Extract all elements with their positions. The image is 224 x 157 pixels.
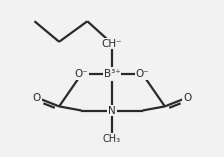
Text: O: O [183, 93, 191, 103]
Text: N: N [108, 106, 116, 116]
Text: O⁻: O⁻ [75, 69, 88, 79]
Text: CH⁻: CH⁻ [102, 39, 122, 49]
Text: O⁻: O⁻ [136, 69, 149, 79]
Text: B³⁺: B³⁺ [104, 69, 120, 79]
Text: CH₃: CH₃ [103, 134, 121, 144]
Text: O: O [33, 93, 41, 103]
